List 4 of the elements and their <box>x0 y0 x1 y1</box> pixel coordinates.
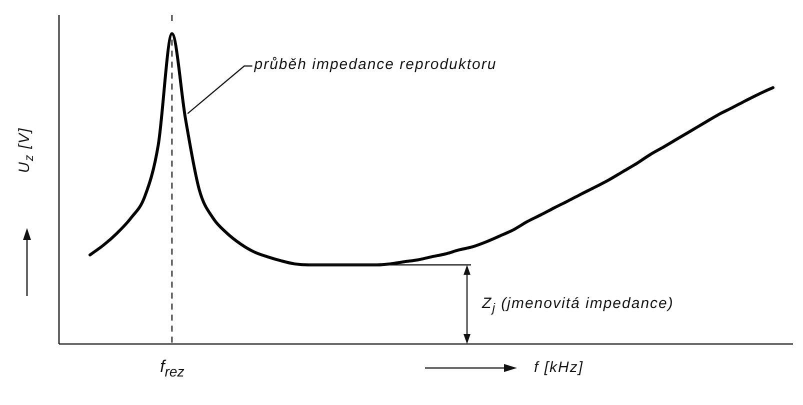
x-axis-title: f [kHz] <box>534 359 584 377</box>
text: f$_{rez}$ <box>160 357 184 382</box>
annotation: průběh impedance reproduktoru <box>254 56 497 74</box>
annotation: Z$_{j}$ (jmenovitá impedance) <box>482 295 674 318</box>
